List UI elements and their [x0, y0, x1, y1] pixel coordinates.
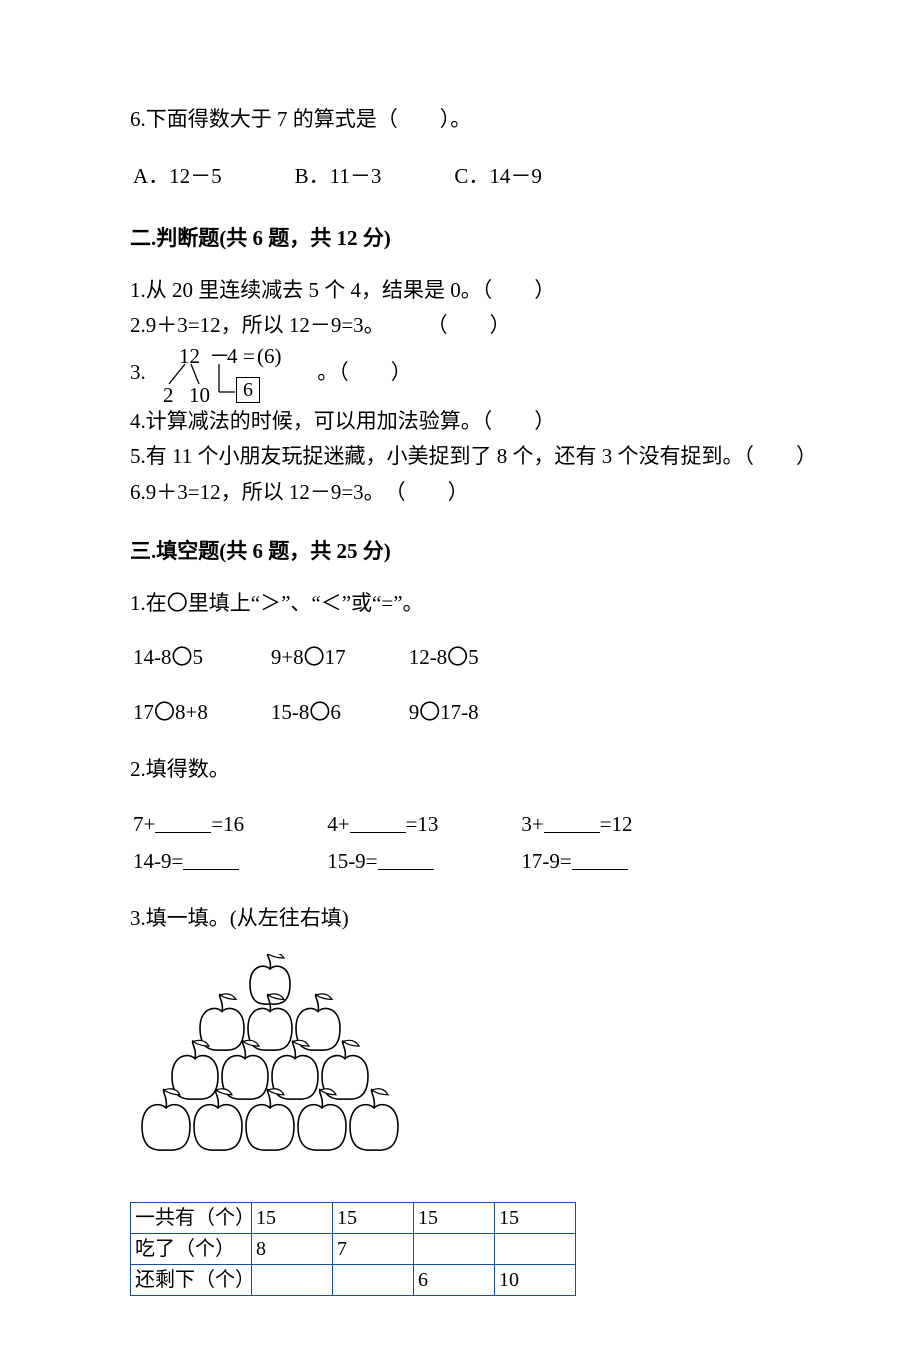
blank-line: [544, 809, 600, 833]
fill-r2c1: 14-9=: [132, 843, 324, 879]
s3-q1-grid: 14-8〇5 9+8〇17 12-8〇5 17〇8+8 15-8〇6 9〇17-…: [130, 639, 541, 750]
decomp-branch-2: 2: [163, 380, 174, 412]
tbl-r0-c3: 15: [495, 1202, 576, 1233]
blank-line: [350, 809, 406, 833]
fill-r2c2-a: 15-9=: [327, 849, 377, 873]
cmp-r2c1: 17〇8+8: [132, 696, 268, 749]
decomp-branch-10: 10: [189, 380, 210, 412]
fill-r1c2: 4+ =13: [326, 806, 518, 842]
apples-figure: [130, 954, 410, 1174]
table-row: 一共有（个） 15 15 15 15: [131, 1202, 576, 1233]
fill-r2c2: 15-9=: [326, 843, 518, 879]
s2-item-4: 4.计算减法的时候，可以用加法验算。（ ）: [130, 406, 920, 438]
blank-line: [183, 846, 239, 870]
fill-r1c1-a: 7+: [133, 812, 155, 836]
fill-r1c2-a: 4+: [327, 812, 349, 836]
blank-line: [155, 809, 211, 833]
s3-q2-grid: 7+ =16 4+ =13 3+ =12 14-9= 15-9= 17-9=: [130, 804, 715, 881]
s2-item-6: 6.9＋3=12，所以 12－9=3。 （ ）: [130, 477, 920, 509]
tbl-r2-label: 还剩下（个）: [131, 1264, 252, 1295]
tbl-r1-c3: [495, 1233, 576, 1264]
tbl-r1-label: 吃了（个）: [131, 1233, 252, 1264]
cmp-r1c3: 12-8〇5: [408, 641, 539, 694]
tbl-r1-c0: 8: [252, 1233, 333, 1264]
q6-choices: A．12－5 B．11－3 C．14－9: [130, 158, 614, 196]
decomp-lines-svg: [151, 346, 306, 402]
s2-item-2: 2.9＋3=12，所以 12－9=3。 （ ）: [130, 310, 920, 342]
section3-heading: 三.填空题(共 6 题，共 25 分): [130, 536, 920, 568]
tbl-r2-c0: [252, 1264, 333, 1295]
fill-r1c1-b: =16: [211, 812, 244, 836]
s3-q3-table: 一共有（个） 15 15 15 15 吃了（个） 8 7 还剩下（个） 6 10: [130, 1202, 576, 1296]
tbl-r1-c1: 7: [333, 1233, 414, 1264]
s2-item-3-suffix: 。（ ）: [317, 359, 412, 383]
tbl-r0-c2: 15: [414, 1202, 495, 1233]
cmp-r1c2: 9+8〇17: [270, 641, 406, 694]
cmp-r2c3: 9〇17-8: [408, 696, 539, 749]
fill-r1c1: 7+ =16: [132, 806, 324, 842]
s2-item-3-prefix: 3.: [130, 359, 146, 383]
tbl-r2-c1: [333, 1264, 414, 1295]
tbl-r2-c3: 10: [495, 1264, 576, 1295]
tbl-r1-c2: [414, 1233, 495, 1264]
fill-r2c3: 17-9=: [520, 843, 712, 879]
fill-r1c3-b: =12: [600, 812, 633, 836]
fill-r1c2-b: =13: [406, 812, 439, 836]
s3-q1-label: 1.在〇里填上“＞”、“＜”或“=”。: [130, 588, 920, 620]
q6-choice-b: B．11－3: [294, 160, 452, 194]
section2-heading: 二.判断题(共 6 题，共 12 分): [130, 223, 920, 255]
q6-stem: 6.下面得数大于 7 的算式是（ ）。: [130, 104, 920, 136]
blank-line: [572, 846, 628, 870]
q6-choice-c: C．14－9: [453, 160, 612, 194]
apples-svg: [130, 954, 410, 1164]
cmp-r2c2: 15-8〇6: [270, 696, 406, 749]
s2-item-3: 3. 12 － 4 = (6) 2 10 6 。（ ）: [130, 346, 920, 402]
s2-item-1: 1.从 20 里连续减去 5 个 4，结果是 0。（ ）: [130, 275, 920, 307]
decomposition-diagram: 12 － 4 = (6) 2 10 6: [151, 346, 306, 402]
cmp-r1c1: 14-8〇5: [132, 641, 268, 694]
decomp-box-6: 6: [236, 377, 260, 403]
s2-item-5: 5.有 11 个小朋友玩捉迷藏，小美捉到了 8 个，还有 3 个没有捉到。（ ）: [130, 441, 920, 473]
tbl-r0-label: 一共有（个）: [131, 1202, 252, 1233]
q6-choice-a: A．12－5: [132, 160, 292, 194]
table-row: 还剩下（个） 6 10: [131, 1264, 576, 1295]
fill-r1c3: 3+ =12: [520, 806, 712, 842]
s3-q3-label: 3.填一填。(从左往右填): [130, 903, 920, 935]
fill-r2c3-a: 17-9=: [521, 849, 571, 873]
tbl-r2-c2: 6: [414, 1264, 495, 1295]
tbl-r0-c0: 15: [252, 1202, 333, 1233]
tbl-r0-c1: 15: [333, 1202, 414, 1233]
fill-r2c1-a: 14-9=: [133, 849, 183, 873]
fill-r1c3-a: 3+: [521, 812, 543, 836]
blank-line: [378, 846, 434, 870]
s3-q2-label: 2.填得数。: [130, 754, 920, 786]
table-row: 吃了（个） 8 7: [131, 1233, 576, 1264]
